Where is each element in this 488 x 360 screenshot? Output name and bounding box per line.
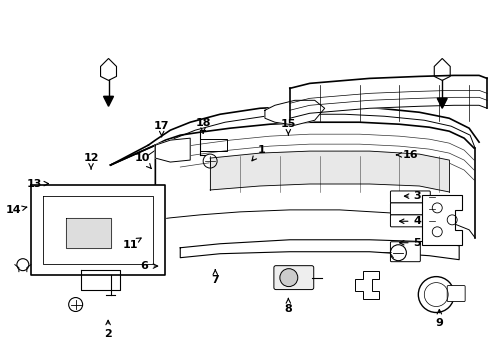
Text: 16: 16	[396, 150, 417, 160]
Text: 3: 3	[404, 191, 420, 201]
Polygon shape	[103, 96, 113, 106]
Polygon shape	[148, 106, 478, 155]
Polygon shape	[354, 271, 379, 298]
Text: 14: 14	[5, 206, 27, 216]
Text: 9: 9	[434, 310, 443, 328]
Polygon shape	[436, 98, 447, 108]
Polygon shape	[31, 185, 165, 275]
Text: 13: 13	[26, 179, 48, 189]
Polygon shape	[110, 145, 155, 235]
Text: 12: 12	[83, 153, 99, 169]
FancyBboxPatch shape	[389, 242, 420, 262]
Text: 15: 15	[280, 120, 295, 135]
Text: 8: 8	[284, 298, 292, 314]
Polygon shape	[155, 138, 190, 162]
Text: 4: 4	[399, 216, 421, 226]
FancyBboxPatch shape	[447, 285, 464, 302]
Polygon shape	[65, 218, 110, 248]
Polygon shape	[289, 75, 486, 118]
FancyBboxPatch shape	[389, 215, 429, 227]
FancyBboxPatch shape	[389, 191, 429, 203]
Text: 7: 7	[211, 270, 219, 285]
Text: 11: 11	[122, 238, 141, 249]
Polygon shape	[264, 100, 324, 125]
Text: 6: 6	[141, 261, 157, 271]
FancyBboxPatch shape	[273, 266, 313, 289]
Text: 2: 2	[104, 320, 112, 339]
Circle shape	[417, 276, 453, 312]
Text: 5: 5	[399, 238, 420, 248]
Polygon shape	[210, 151, 448, 192]
Text: 1: 1	[251, 144, 265, 161]
Polygon shape	[180, 240, 458, 260]
Circle shape	[279, 269, 297, 287]
Text: 17: 17	[154, 121, 169, 137]
Polygon shape	[155, 122, 474, 238]
Text: 18: 18	[195, 118, 210, 133]
Text: 10: 10	[134, 153, 151, 168]
FancyBboxPatch shape	[389, 203, 429, 215]
Polygon shape	[422, 195, 461, 245]
Polygon shape	[81, 270, 120, 289]
